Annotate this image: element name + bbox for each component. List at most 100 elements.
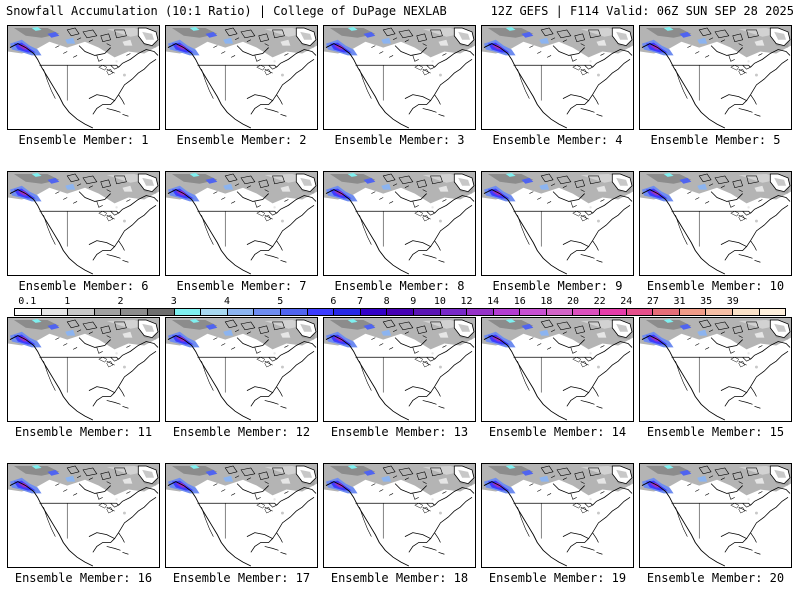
ensemble-member-label: Ensemble Member: 15 bbox=[646, 425, 785, 439]
colorbar-label: 16 bbox=[513, 296, 526, 307]
ensemble-member-label: Ensemble Member: 19 bbox=[488, 571, 627, 585]
colorbar-box bbox=[546, 309, 574, 315]
colorbar-label: 31 bbox=[673, 296, 686, 307]
colorbar-box bbox=[733, 309, 760, 315]
colorbar-label: 4 bbox=[223, 296, 230, 307]
ensemble-member-panel: Ensemble Member: 6 bbox=[7, 171, 160, 318]
ensemble-member-label: Ensemble Member: 20 bbox=[646, 571, 785, 585]
colorbar-box bbox=[493, 309, 521, 315]
snowfall-map bbox=[323, 171, 476, 276]
colorbar-box bbox=[653, 309, 680, 315]
ensemble-member-panel: Ensemble Member: 5 bbox=[639, 25, 792, 172]
colorbar-label: 24 bbox=[620, 296, 633, 307]
snowfall-map bbox=[639, 25, 792, 130]
colorbar-boxes bbox=[14, 308, 786, 316]
colorbar-label: 18 bbox=[540, 296, 553, 307]
snowfall-map bbox=[165, 171, 318, 276]
colorbar-label: 8 bbox=[383, 296, 390, 307]
colorbar-label: 6 bbox=[330, 296, 337, 307]
ensemble-member-label: Ensemble Member: 9 bbox=[492, 279, 623, 293]
ensemble-member-panel: Ensemble Member: 7 bbox=[165, 171, 318, 318]
colorbar-box bbox=[147, 309, 175, 315]
colorbar-label: 7 bbox=[357, 296, 364, 307]
colorbar-label: 12 bbox=[460, 296, 473, 307]
snowfall-map bbox=[323, 25, 476, 130]
colorbar-box bbox=[94, 309, 122, 315]
colorbar-label: 2 bbox=[117, 296, 124, 307]
colorbar-labels: 0.1 1 2 3 4 5 6 7 8 9 10 12 14 16 18 20 22 24 27 31 35 39 bbox=[14, 296, 786, 307]
ensemble-member-label: Ensemble Member: 3 bbox=[334, 133, 465, 147]
colorbar-box bbox=[121, 309, 148, 315]
ensemble-member-label: Ensemble Member: 14 bbox=[488, 425, 627, 439]
ensemble-member-label: Ensemble Member: 1 bbox=[18, 133, 149, 147]
ensemble-member-label: Ensemble Member: 6 bbox=[18, 279, 149, 293]
colorbar-box bbox=[68, 309, 95, 315]
snowfall-map bbox=[481, 25, 634, 130]
colorbar-box bbox=[174, 309, 202, 315]
run-valid-time: 12Z GEFS | F114 Valid: 06Z SUN SEP 28 20… bbox=[490, 4, 794, 18]
ensemble-member-label: Ensemble Member: 16 bbox=[14, 571, 153, 585]
colorbar-box bbox=[626, 309, 654, 315]
ensemble-member-label: Ensemble Member: 12 bbox=[172, 425, 311, 439]
colorbar-box bbox=[520, 309, 547, 315]
colorbar-label: 39 bbox=[726, 296, 739, 307]
colorbar-box bbox=[679, 309, 707, 315]
colorbar-box bbox=[440, 309, 468, 315]
ensemble-member-label: Ensemble Member: 13 bbox=[330, 425, 469, 439]
ensemble-member-label: Ensemble Member: 17 bbox=[172, 571, 311, 585]
snowfall-map bbox=[7, 25, 160, 130]
ensemble-member-panel: Ensemble Member: 13 bbox=[323, 317, 476, 464]
colorbar-box bbox=[573, 309, 601, 315]
snowfall-map bbox=[7, 317, 160, 422]
ensemble-member-panel: Ensemble Member: 9 bbox=[481, 171, 634, 318]
colorbar-label: 10 bbox=[433, 296, 446, 307]
ensemble-member-label: Ensemble Member: 11 bbox=[14, 425, 153, 439]
colorbar-box bbox=[467, 309, 494, 315]
ensemble-member-panel: Ensemble Member: 18 bbox=[323, 463, 476, 600]
colorbar-label: 22 bbox=[593, 296, 606, 307]
ensemble-member-label: Ensemble Member: 8 bbox=[334, 279, 465, 293]
chart-title: Snowfall Accumulation (10:1 Ratio) | Col… bbox=[6, 4, 447, 18]
ensemble-member-panel: Ensemble Member: 20 bbox=[639, 463, 792, 600]
colorbar-box bbox=[413, 309, 441, 315]
colorbar-box bbox=[307, 309, 335, 315]
snowfall-map bbox=[323, 317, 476, 422]
snowfall-map bbox=[639, 171, 792, 276]
colorbar-box bbox=[706, 309, 734, 315]
colorbar-box bbox=[334, 309, 361, 315]
ensemble-member-label: Ensemble Member: 2 bbox=[176, 133, 307, 147]
snowfall-map bbox=[165, 317, 318, 422]
colorbar-label: 5 bbox=[277, 296, 284, 307]
colorbar-label: 35 bbox=[700, 296, 713, 307]
ensemble-member-panel: Ensemble Member: 2 bbox=[165, 25, 318, 172]
ensemble-member-panel: Ensemble Member: 10 bbox=[639, 171, 792, 318]
ensemble-member-panel: Ensemble Member: 15 bbox=[639, 317, 792, 464]
colorbar-legend: 0.1 1 2 3 4 5 6 7 8 9 10 12 14 16 18 20 22 24 27 31 35 39 bbox=[14, 296, 786, 318]
colorbar-box bbox=[227, 309, 255, 315]
colorbar-label: 9 bbox=[410, 296, 417, 307]
snowfall-map bbox=[165, 25, 318, 130]
ensemble-member-panel: Ensemble Member: 12 bbox=[165, 317, 318, 464]
snowfall-map bbox=[165, 463, 318, 568]
ensemble-member-label: Ensemble Member: 5 bbox=[650, 133, 781, 147]
colorbar-box bbox=[280, 309, 308, 315]
snowfall-map bbox=[481, 317, 634, 422]
colorbar-label: 14 bbox=[487, 296, 500, 307]
colorbar-label: 1 bbox=[64, 296, 71, 307]
colorbar-box bbox=[387, 309, 414, 315]
colorbar-box bbox=[15, 309, 42, 315]
ensemble-member-panel: Ensemble Member: 11 bbox=[7, 317, 160, 464]
snowfall-map bbox=[323, 463, 476, 568]
snowfall-map bbox=[639, 463, 792, 568]
ensemble-member-panel: Ensemble Member: 17 bbox=[165, 463, 318, 600]
colorbar-box bbox=[41, 309, 69, 315]
ensemble-member-label: Ensemble Member: 4 bbox=[492, 133, 623, 147]
colorbar-box bbox=[759, 309, 786, 315]
ensemble-member-panel: Ensemble Member: 14 bbox=[481, 317, 634, 464]
snowfall-map bbox=[7, 463, 160, 568]
colorbar-box bbox=[254, 309, 281, 315]
colorbar-label: 0.1 bbox=[18, 296, 37, 307]
ensemble-member-label: Ensemble Member: 10 bbox=[646, 279, 785, 293]
ensemble-member-panel: Ensemble Member: 3 bbox=[323, 25, 476, 172]
ensemble-member-label: Ensemble Member: 7 bbox=[176, 279, 307, 293]
